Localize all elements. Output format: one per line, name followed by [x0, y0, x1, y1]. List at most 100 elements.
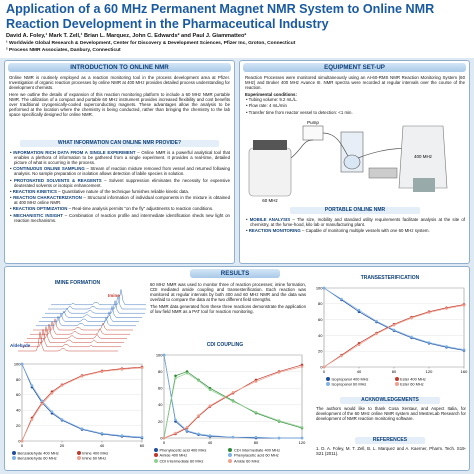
x-tick-label: 0: [323, 369, 326, 374]
data-point: [100, 370, 104, 373]
hotplate: [368, 167, 398, 179]
x-tick-label: 40: [357, 369, 362, 374]
y-tick-label: 60: [16, 392, 21, 397]
y-tick-label: 60: [158, 386, 163, 391]
chart-title: TRANSESTERIFICATION: [360, 275, 420, 281]
condition: • Flow rate: 4 mL/min: [246, 103, 287, 109]
subheading: ACKNOWLEDGEMENTS: [340, 397, 440, 404]
bullet-term: REACTION MONITORING: [248, 228, 301, 234]
data-point: [20, 439, 24, 443]
legend-label: Isopropanol 60 MHz: [331, 381, 367, 387]
y-tick-label: 80: [318, 301, 323, 306]
data-point: [375, 332, 378, 336]
legend: Isopropanol 400 MHz Ester 400 MHz Isopropa…: [326, 377, 466, 388]
y-tick-label: 80: [158, 369, 163, 374]
legend-swatch: [228, 453, 233, 458]
section-heading: EQUIPMENT SET-UP: [243, 63, 466, 72]
data-point: [410, 316, 413, 320]
condition: • Transfer time from reactor vessel to d…: [246, 109, 353, 115]
data-point: [120, 434, 124, 437]
legend-label: Isopropanol 400 MHz: [331, 376, 369, 382]
data-point: [60, 418, 64, 421]
data-point: [445, 345, 448, 348]
legend-label: Ester 400 MHz: [400, 376, 426, 382]
subheading: REFERENCES: [355, 437, 425, 444]
legend-label: Amide 400 MHz: [159, 452, 188, 458]
legend-swatch: [326, 377, 330, 381]
data-point: [120, 368, 124, 371]
data-point: [277, 371, 281, 374]
chart-title: IMINE FORMATION: [54, 280, 101, 286]
data-point: [231, 435, 235, 439]
legend-item: Ester 400 MHz: [394, 376, 464, 382]
legend-item: Amide 60 MHz: [228, 458, 302, 464]
bullet-term: MOBILE ANALYSIS: [249, 217, 291, 222]
spectrum: [33, 318, 133, 331]
data-point: [231, 400, 235, 403]
x-tick-label: 120: [426, 369, 433, 374]
condition: • Tubing volume: 9.2 mL/L.: [246, 97, 298, 103]
legend-swatch: [154, 458, 158, 463]
paragraph: Reaction Processes were monitored simult…: [245, 75, 465, 91]
legend-item: Ester 60 MHz: [394, 381, 464, 387]
spectrum: [21, 329, 121, 348]
chart-title: CDI COUPLING: [206, 342, 244, 348]
x-tick-label: 80: [392, 369, 397, 374]
data-point: [300, 365, 304, 368]
data-point: [40, 399, 44, 403]
legend-label: Benzaldehyde 60 MHz: [17, 455, 57, 461]
legend-label: CDI Intermediate 60 MHz: [159, 458, 204, 464]
y-tick-label: 100: [156, 352, 163, 357]
data-point: [50, 391, 54, 395]
magnet-top: [253, 140, 287, 150]
bullet-term: REACTION OPTIMIZATION: [12, 206, 68, 212]
paragraph: 60 MHz NMR was used to monitor three of …: [150, 282, 306, 303]
data-point: [300, 436, 304, 440]
annotation: Aldehyde: [10, 343, 31, 348]
data-point: [340, 354, 343, 358]
diagram-label: 400 MHz: [414, 154, 433, 159]
bullet-text: – The size, mobility and standard utilit…: [250, 217, 465, 228]
data-point: [208, 434, 212, 437]
reference: 1. D. A. Foley, M. T. Zell, B. L. Marque…: [316, 446, 466, 457]
y-tick-label: 0: [18, 438, 21, 443]
data-point: [392, 328, 396, 332]
data-point: [197, 432, 200, 436]
data-point: [254, 435, 258, 439]
y-tick-label: 0: [160, 435, 163, 440]
bullet: • REACTION CHARACTERIZATION – Structural…: [10, 195, 231, 206]
spectrum: [42, 306, 142, 318]
affiliation: ² Process NMR Associates, Danbury, Conne…: [6, 48, 121, 53]
subheading: PORTABLE ONLINE NMR: [290, 207, 420, 214]
legend-swatch: [76, 456, 81, 461]
data-point: [174, 418, 177, 422]
bullet: • INFORMATION RICH DATA FROM A SINGLE EX…: [10, 150, 230, 166]
legend-item: Benzaldehyde 400 MHz: [12, 451, 77, 456]
bullet-term: INFORMATION RICH DATA FROM A SINGLE EXPE…: [13, 150, 136, 155]
data-point: [174, 376, 177, 380]
y-tick-label: 20: [318, 349, 323, 354]
bullet: • REACTION KINETICS – Quantitative natur…: [10, 188, 190, 194]
nmr-magnet: [248, 147, 292, 197]
legend-item: CDI Intermediate 60 MHz: [154, 458, 228, 464]
section-heading: RESULTS: [190, 269, 280, 278]
x-tick-label: 80: [254, 440, 259, 445]
data-point: [140, 435, 144, 439]
x-tick-label: 40: [100, 443, 105, 448]
y-tick-label: 100: [14, 361, 21, 366]
bullet: • MECHANISTIC INSIGHT – Combination of r…: [10, 212, 230, 223]
y-tick-label: 20: [16, 423, 21, 428]
bullet-term: REACTION CHARACTERIZATION: [13, 195, 82, 201]
pump-box: [302, 125, 324, 141]
y-tick-label: 100: [316, 285, 323, 290]
data-point: [208, 388, 212, 392]
data-point: [277, 419, 281, 422]
data-point: [174, 431, 177, 435]
diagram-label: 60 MHz: [262, 198, 278, 203]
legend-label: Benzaldehyde 400 MHz: [17, 450, 59, 456]
data-point: [462, 348, 466, 351]
bullet-text: – Combination of reaction profile and in…: [14, 212, 230, 223]
data-point: [30, 418, 34, 421]
legend-label: Ester 60 MHz: [400, 381, 424, 387]
